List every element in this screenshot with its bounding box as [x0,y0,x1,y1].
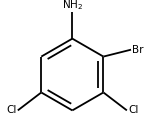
Text: NH$_2$: NH$_2$ [62,0,83,12]
Text: Cl: Cl [128,105,139,115]
Text: Cl: Cl [6,105,16,115]
Text: Br: Br [132,45,144,55]
